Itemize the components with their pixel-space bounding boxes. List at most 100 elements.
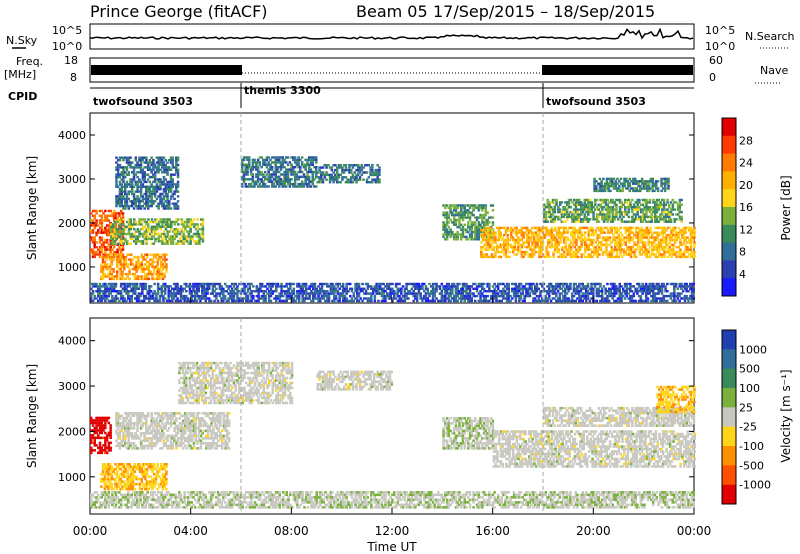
heatmap-cell (644, 187, 647, 190)
heatmap-cell (468, 218, 472, 222)
heatmap-cell (631, 215, 634, 219)
heatmap-cell (606, 243, 610, 246)
heatmap-cell (445, 285, 449, 288)
heatmap-cell (587, 243, 590, 246)
heatmap-cell (141, 285, 144, 288)
heatmap-cell (671, 198, 675, 202)
heatmap-cell (90, 287, 93, 290)
heatmap-cell (660, 184, 663, 188)
heatmap-cell (125, 192, 129, 196)
heatmap-cell (671, 213, 675, 216)
heatmap-cell (663, 255, 666, 259)
heatmap-cell (154, 265, 158, 268)
heatmap-cell (646, 184, 649, 188)
heatmap-cell (148, 294, 151, 298)
heatmap-cell (157, 166, 160, 169)
heatmap-cell (481, 253, 485, 256)
heatmap-cell (246, 185, 249, 188)
heatmap-cell (276, 178, 279, 181)
heatmap-cell (629, 231, 633, 234)
heatmap-cell (451, 211, 454, 214)
heatmap-cell (680, 215, 683, 219)
heatmap-cell (142, 268, 145, 271)
heatmap-cell (582, 253, 585, 256)
heatmap-cell (161, 156, 164, 159)
heatmap-cell (562, 220, 565, 223)
heatmap-cell (365, 164, 369, 167)
heatmap-cell (117, 232, 120, 236)
heatmap-cell (472, 221, 475, 224)
heatmap-cell (431, 294, 435, 298)
heatmap-cell (263, 170, 267, 174)
heatmap-cell (483, 238, 487, 242)
heatmap-cell (253, 161, 256, 164)
heatmap-cell (452, 204, 456, 207)
heatmap-cell (281, 173, 284, 176)
heatmap-cell (494, 238, 497, 242)
heatmap-cell (517, 238, 520, 242)
heatmap-cell (297, 163, 300, 166)
heatmap-cell (456, 238, 459, 241)
heatmap-cell (573, 241, 576, 244)
heatmap-cell (315, 161, 318, 164)
heatmap-cell (689, 246, 693, 249)
heatmap-cell (561, 253, 564, 256)
heatmap-cell (152, 265, 156, 268)
heatmap-cell (238, 299, 241, 303)
heatmap-cell (118, 197, 122, 201)
date-range: 17/Sep/2015 – 18/Sep/2015 (433, 2, 655, 21)
heatmap-cell (117, 258, 121, 261)
heatmap-cell (112, 219, 116, 222)
heatmap-cell (550, 238, 554, 242)
heatmap-cell (236, 297, 239, 300)
heatmap-cell (651, 177, 654, 181)
heatmap-cell (140, 242, 143, 245)
heatmap-cell (592, 248, 596, 251)
heatmap-cell (557, 208, 560, 211)
heatmap-cell (560, 201, 564, 204)
heatmap-cell (260, 156, 263, 159)
heatmap-cell (666, 255, 670, 259)
heatmap-cell (335, 166, 339, 169)
heatmap-cell (345, 290, 348, 293)
heatmap-cell (97, 231, 100, 234)
heatmap-cell (591, 231, 594, 234)
heatmap-cell (513, 246, 517, 249)
heatmap-cell (176, 175, 180, 179)
heatmap-cell (90, 212, 93, 215)
heatmap-cell (474, 228, 477, 231)
heatmap-cell (164, 220, 168, 224)
heatmap-cell (626, 233, 629, 237)
heatmap-cell (354, 297, 357, 300)
heatmap-cell (587, 203, 590, 206)
heatmap-cell (91, 236, 95, 239)
heatmap-cell (324, 299, 327, 303)
heatmap-cell (269, 158, 272, 162)
heatmap-cell (159, 168, 162, 171)
heatmap-cell (364, 292, 368, 295)
heatmap-cell (157, 171, 160, 174)
heatmap-cell (148, 175, 152, 179)
heatmap-cell (104, 226, 107, 230)
heatmap-cell (444, 238, 447, 241)
heatmap-cell (267, 173, 270, 176)
heatmap-cell (165, 270, 168, 273)
heatmap-cell (139, 207, 143, 210)
heatmap-cell (153, 290, 156, 293)
heatmap-cell (279, 180, 283, 183)
heatmap-cell (651, 236, 654, 239)
heatmap-cell (111, 232, 115, 236)
heatmap-cell (257, 292, 260, 295)
heatmap-cell (601, 229, 605, 232)
nave-tick-hi: 60 (709, 54, 723, 67)
heatmap-cell (152, 270, 156, 273)
heatmap-cell (370, 285, 373, 288)
heatmap-cell (587, 236, 590, 239)
heatmap-cell (218, 292, 222, 295)
heatmap-cell (536, 250, 539, 254)
heatmap-cell (614, 184, 617, 188)
heatmap-cell (578, 218, 581, 221)
heatmap-cell (619, 189, 623, 193)
heatmap-cell (154, 255, 158, 259)
heatmap-cell (551, 210, 555, 214)
